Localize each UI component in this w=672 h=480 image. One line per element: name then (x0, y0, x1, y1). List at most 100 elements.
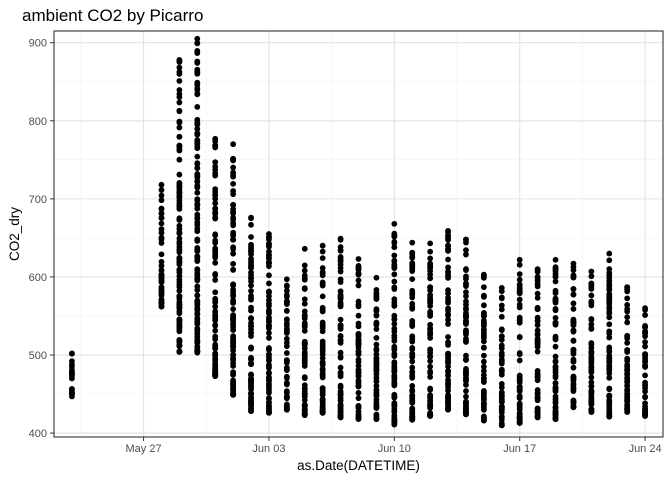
data-point (230, 157, 237, 164)
data-point (409, 333, 416, 340)
data-point (212, 142, 219, 149)
data-point (427, 248, 434, 255)
data-point (624, 408, 631, 415)
data-point (373, 321, 380, 328)
data-point (248, 304, 254, 311)
data-point (176, 144, 183, 151)
data-point (480, 302, 487, 309)
data-point (176, 87, 183, 93)
data-point (283, 406, 290, 412)
data-point (445, 317, 451, 323)
data-point (301, 374, 308, 381)
data-point (248, 401, 254, 408)
data-point (624, 386, 631, 393)
data-point (212, 186, 219, 193)
data-point (606, 270, 613, 276)
data-point (266, 314, 272, 321)
data-point (301, 345, 308, 351)
data-point (480, 368, 487, 374)
data-point (230, 371, 237, 378)
data-point (498, 313, 505, 320)
data-point (230, 352, 237, 358)
data-point (642, 312, 648, 318)
data-point (391, 391, 398, 398)
data-point (230, 289, 237, 296)
data-point (319, 304, 326, 311)
data-point (283, 394, 290, 401)
data-point (355, 320, 362, 327)
data-point (301, 410, 308, 417)
data-point (391, 252, 398, 259)
data-point (409, 409, 416, 415)
data-point (373, 351, 380, 358)
data-point (266, 243, 272, 250)
data-point (445, 321, 451, 327)
data-point (427, 240, 434, 247)
data-point (570, 286, 577, 293)
data-point (283, 316, 290, 323)
data-point (194, 126, 201, 132)
data-point (337, 316, 344, 323)
data-point (463, 371, 469, 378)
data-point (624, 314, 631, 321)
data-point (409, 261, 416, 268)
data-point (283, 343, 290, 350)
data-point (176, 64, 183, 71)
data-point (212, 363, 219, 370)
data-point (194, 266, 201, 273)
data-point (606, 385, 613, 392)
data-point (319, 255, 326, 262)
data-point (409, 387, 416, 394)
data-point (301, 390, 308, 397)
data-point (319, 293, 326, 300)
data-point (516, 276, 523, 283)
data-point (230, 191, 237, 198)
data-point (409, 304, 416, 311)
data-point (355, 373, 362, 380)
data-point (445, 229, 451, 236)
data-point (355, 344, 362, 351)
data-point (552, 256, 559, 263)
data-point (516, 394, 523, 401)
x-axis-title: as.Date(DATETIME) (297, 458, 420, 473)
data-point (570, 327, 577, 334)
data-point (498, 333, 505, 340)
data-point (498, 367, 505, 374)
data-point (248, 316, 254, 322)
data-point (409, 373, 416, 380)
data-point (212, 215, 219, 222)
data-point (194, 222, 201, 228)
data-point (337, 382, 344, 389)
data-point (534, 283, 541, 290)
data-point (427, 328, 434, 335)
data-point (624, 333, 631, 339)
data-point (463, 393, 469, 400)
data-point (391, 312, 398, 319)
data-point (427, 308, 434, 315)
data-point (409, 254, 416, 261)
data-point (534, 294, 541, 301)
data-point (230, 210, 237, 217)
data-point (534, 408, 541, 415)
x-tick-label: May 27 (126, 443, 162, 455)
data-point (283, 282, 290, 289)
data-point (606, 357, 613, 364)
data-point (194, 318, 201, 325)
data-point (642, 363, 648, 370)
data-point (158, 262, 165, 269)
data-point (194, 104, 201, 110)
data-point (212, 205, 219, 212)
data-point (158, 234, 165, 241)
data-point (588, 392, 595, 399)
data-point (266, 362, 272, 368)
data-point (498, 391, 505, 398)
data-point (445, 357, 451, 363)
data-point (463, 411, 469, 417)
data-point (283, 390, 290, 396)
data-point (158, 287, 165, 294)
data-point (230, 391, 237, 398)
data-point (283, 350, 290, 356)
data-point (176, 133, 183, 140)
data-point (463, 298, 469, 305)
